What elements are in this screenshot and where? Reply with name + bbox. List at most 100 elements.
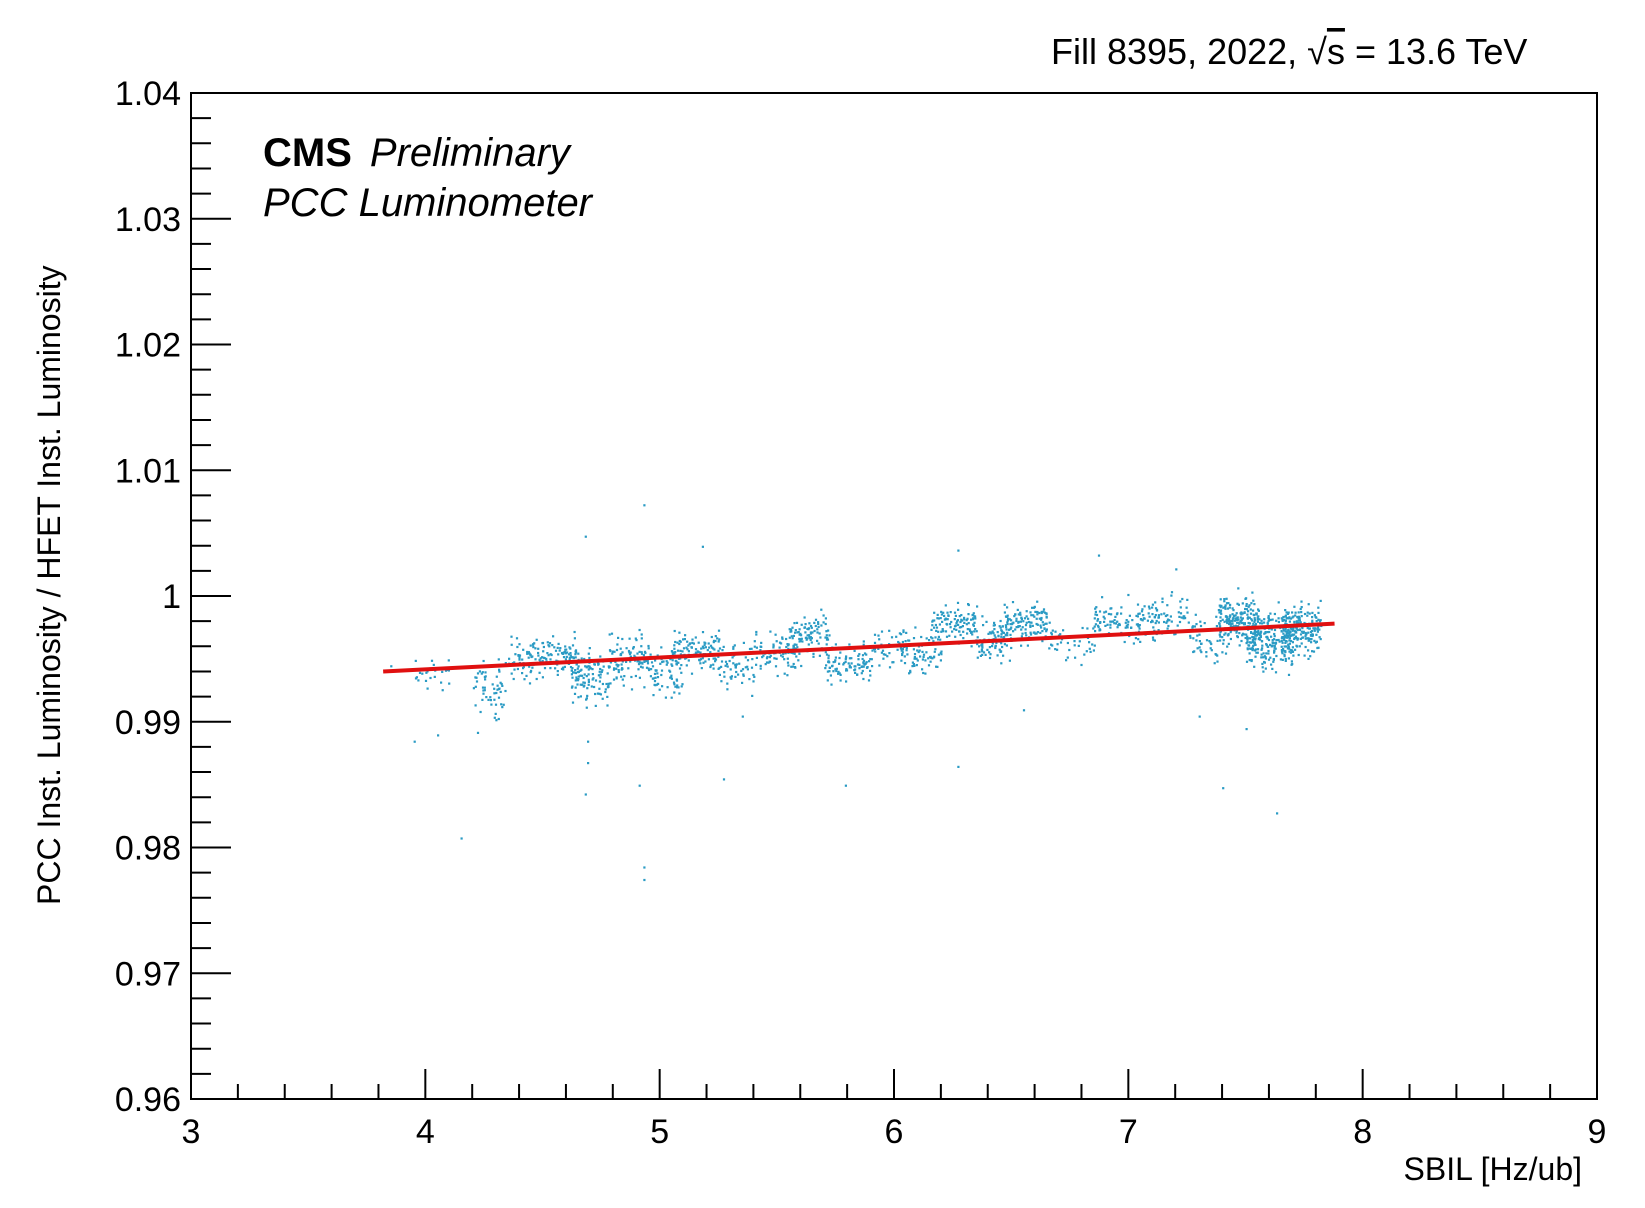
scatter-point bbox=[888, 666, 892, 669]
scatter-point bbox=[1160, 613, 1163, 616]
scatter-point bbox=[1017, 613, 1020, 616]
scatter-point bbox=[528, 665, 531, 668]
scatter-point bbox=[704, 646, 707, 649]
scatter-point bbox=[979, 654, 982, 657]
scatter-point bbox=[817, 625, 820, 628]
scatter-point bbox=[526, 650, 529, 654]
scatter-point bbox=[689, 642, 692, 645]
scatter-point bbox=[916, 659, 919, 662]
scatter-point bbox=[898, 632, 901, 635]
scatter-point bbox=[1151, 613, 1154, 616]
scatter-point bbox=[585, 697, 588, 700]
scatter-point bbox=[1255, 651, 1258, 654]
scatter-point bbox=[1241, 634, 1244, 637]
scatter-point bbox=[510, 672, 513, 675]
scatter-point bbox=[996, 654, 999, 657]
scatter-point bbox=[1003, 643, 1006, 646]
scatter-point bbox=[579, 683, 582, 686]
scatter-point bbox=[1313, 639, 1316, 642]
scatter-point bbox=[937, 630, 940, 633]
scatter-point bbox=[1293, 633, 1296, 636]
scatter-point bbox=[472, 687, 475, 690]
scatter-point bbox=[615, 663, 618, 666]
scatter-point bbox=[1285, 634, 1288, 637]
scatter-point bbox=[1241, 602, 1244, 605]
scatter-point bbox=[857, 654, 860, 657]
scatter-point bbox=[722, 645, 725, 648]
scatter-point bbox=[571, 676, 574, 679]
scatter-point bbox=[869, 674, 872, 677]
scatter-point bbox=[555, 659, 558, 662]
scatter-point bbox=[1280, 630, 1283, 633]
scatter-point bbox=[1138, 624, 1141, 627]
scatter-point bbox=[1224, 652, 1228, 655]
scatter-point bbox=[912, 648, 915, 651]
scatter-outlier bbox=[957, 549, 960, 552]
scatter-point bbox=[1026, 644, 1029, 647]
fit-line bbox=[383, 621, 1335, 674]
scatter-point bbox=[483, 676, 486, 679]
scatter-point bbox=[843, 661, 846, 665]
scatter-point bbox=[1103, 611, 1106, 614]
scatter-point bbox=[994, 644, 997, 647]
scatter-point bbox=[772, 646, 775, 649]
scatter-point bbox=[1186, 611, 1189, 614]
scatter-point bbox=[1287, 645, 1290, 648]
scatter-point bbox=[1213, 662, 1216, 665]
scatter-point bbox=[837, 670, 840, 673]
scatter-point bbox=[1267, 638, 1271, 642]
scatter-point bbox=[1244, 607, 1247, 611]
scatter-point bbox=[812, 655, 815, 658]
scatter-point bbox=[963, 621, 966, 624]
scatter-point bbox=[813, 621, 816, 624]
scatter-point bbox=[785, 645, 788, 649]
scatter-point bbox=[571, 701, 575, 704]
scatter-point bbox=[1234, 624, 1237, 627]
scatter-point bbox=[1260, 630, 1263, 633]
scatter-point bbox=[1157, 616, 1160, 619]
scatter-point bbox=[1283, 645, 1286, 648]
scatter-point bbox=[959, 633, 962, 637]
scatter-point bbox=[905, 631, 908, 634]
scatter-point bbox=[861, 669, 864, 673]
scatter-point bbox=[515, 637, 519, 640]
scatter-point bbox=[641, 666, 644, 669]
scatter-point bbox=[1288, 617, 1291, 620]
scatter-point bbox=[1042, 610, 1045, 613]
scatter-point bbox=[1092, 649, 1095, 652]
scatter-point bbox=[796, 646, 799, 649]
scatter-point bbox=[1110, 607, 1113, 610]
scatter-point bbox=[1210, 642, 1213, 646]
scatter-point bbox=[673, 683, 676, 686]
scatter-point bbox=[592, 677, 595, 680]
scatter-point bbox=[1000, 629, 1003, 632]
scatter-point bbox=[1255, 631, 1259, 634]
scatter-point bbox=[1283, 634, 1286, 637]
scatter-point bbox=[1274, 647, 1277, 650]
scatter-point bbox=[564, 645, 567, 648]
scatter-point bbox=[1017, 625, 1020, 628]
scatter-point bbox=[1313, 614, 1316, 617]
scatter-point bbox=[1226, 621, 1229, 625]
scatter-point bbox=[1246, 637, 1250, 640]
scatter-point bbox=[1030, 621, 1033, 624]
scatter-point bbox=[817, 621, 820, 624]
scatter-point bbox=[617, 664, 620, 667]
scatter-point bbox=[1239, 620, 1242, 623]
scatter-point bbox=[1297, 621, 1300, 625]
scatter-point bbox=[782, 652, 785, 655]
scatter-point bbox=[1299, 637, 1302, 640]
scatter-point bbox=[870, 658, 873, 661]
scatter-point bbox=[1300, 615, 1303, 618]
scatter-point bbox=[653, 683, 656, 686]
scatter-point bbox=[942, 611, 945, 614]
scatter-point bbox=[1253, 642, 1256, 645]
scatter-point bbox=[656, 676, 660, 679]
scatter-point bbox=[1035, 622, 1038, 626]
scatter-point bbox=[958, 630, 961, 633]
scatter-point bbox=[1249, 637, 1252, 640]
scatter-point bbox=[1295, 627, 1298, 630]
scatter-point bbox=[560, 667, 564, 670]
scatter-point bbox=[854, 671, 857, 674]
scatter-point bbox=[585, 675, 588, 678]
